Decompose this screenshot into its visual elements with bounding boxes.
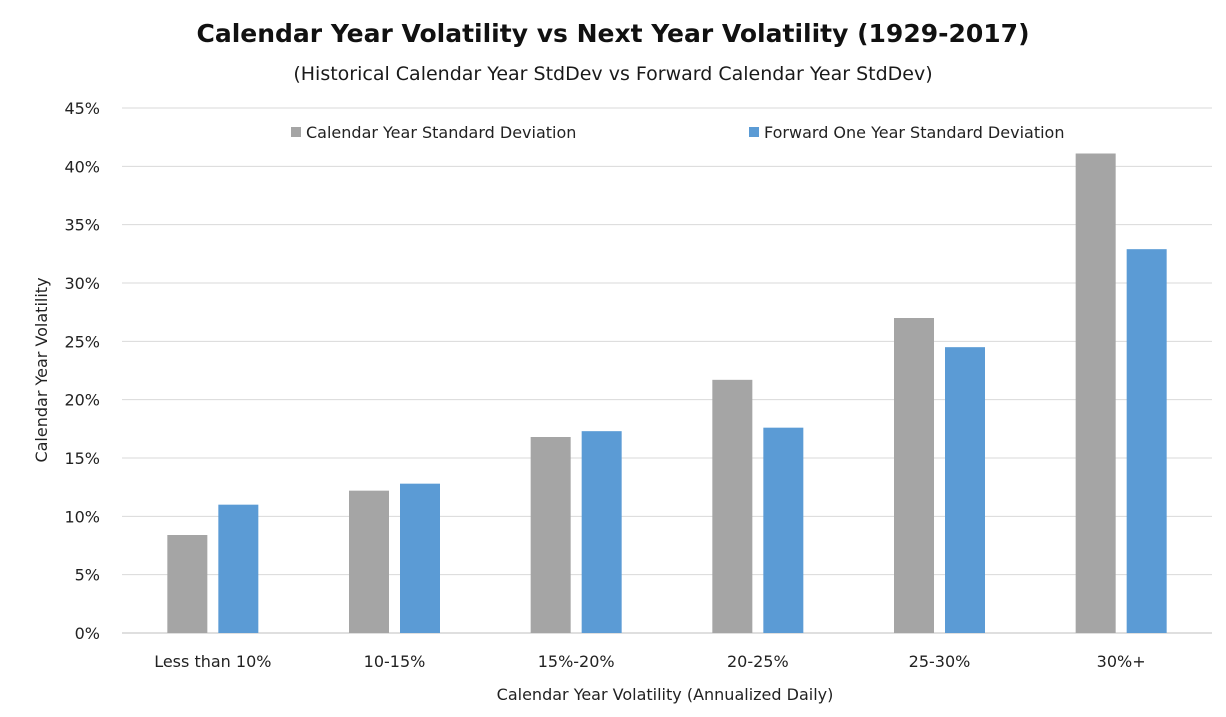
- bar-calendar-year: [349, 490, 389, 633]
- bar-calendar-year: [167, 535, 208, 633]
- x-tick-label: 20-25%: [727, 652, 789, 671]
- chart-title: Calendar Year Volatility vs Next Year Vo…: [196, 19, 1029, 48]
- x-axis-label: Calendar Year Volatility (Annualized Dai…: [497, 685, 834, 704]
- legend-swatch: [291, 127, 301, 137]
- y-tick-label: 45%: [64, 99, 100, 118]
- y-tick-label: 35%: [64, 216, 100, 235]
- y-tick-label: 0%: [75, 624, 100, 643]
- x-axis-ticks: Less than 10% 10-15% 15%-20% 20-25% 25-30% 30…: [154, 652, 1145, 671]
- bar-calendar-year: [712, 379, 753, 633]
- bar-forward-one-year: [218, 504, 259, 633]
- legend-label: Calendar Year Standard Deviation: [306, 123, 576, 142]
- chart-subtitle: (Historical Calendar Year StdDev vs Forw…: [293, 63, 932, 85]
- y-tick-label: 5%: [75, 566, 100, 585]
- x-tick-label: 25-30%: [909, 652, 971, 671]
- bar-forward-one-year: [400, 483, 440, 633]
- bar-forward-one-year: [581, 431, 622, 633]
- y-tick-label: 15%: [64, 449, 100, 468]
- legend-swatch: [749, 127, 759, 137]
- y-tick-label: 20%: [64, 391, 100, 410]
- legend-label: Forward One Year Standard Deviation: [764, 123, 1064, 142]
- x-tick-label: 30%+: [1097, 652, 1146, 671]
- legend: Calendar Year Standard Deviation Forward …: [291, 123, 1064, 142]
- y-axis-label: Calendar Year Volatility: [32, 277, 51, 462]
- bars: [167, 153, 1167, 633]
- bar-forward-one-year: [763, 427, 804, 633]
- y-tick-label: 40%: [64, 157, 100, 176]
- bar-calendar-year: [530, 437, 571, 633]
- bar-forward-one-year: [1126, 249, 1167, 633]
- x-tick-label: 10-15%: [364, 652, 426, 671]
- bar-calendar-year: [1075, 153, 1116, 633]
- bar-calendar-year: [894, 318, 934, 633]
- y-tick-label: 10%: [64, 507, 100, 526]
- y-tick-label: 30%: [64, 274, 100, 293]
- bar-forward-one-year: [945, 347, 985, 633]
- gridlines: [122, 107, 1212, 634]
- y-tick-label: 25%: [64, 332, 100, 351]
- x-tick-label: Less than 10%: [154, 652, 271, 671]
- y-axis-ticks: 0% 5% 10% 15% 20% 25% 30% 35% 40% 45%: [64, 99, 100, 643]
- x-tick-label: 15%-20%: [538, 652, 615, 671]
